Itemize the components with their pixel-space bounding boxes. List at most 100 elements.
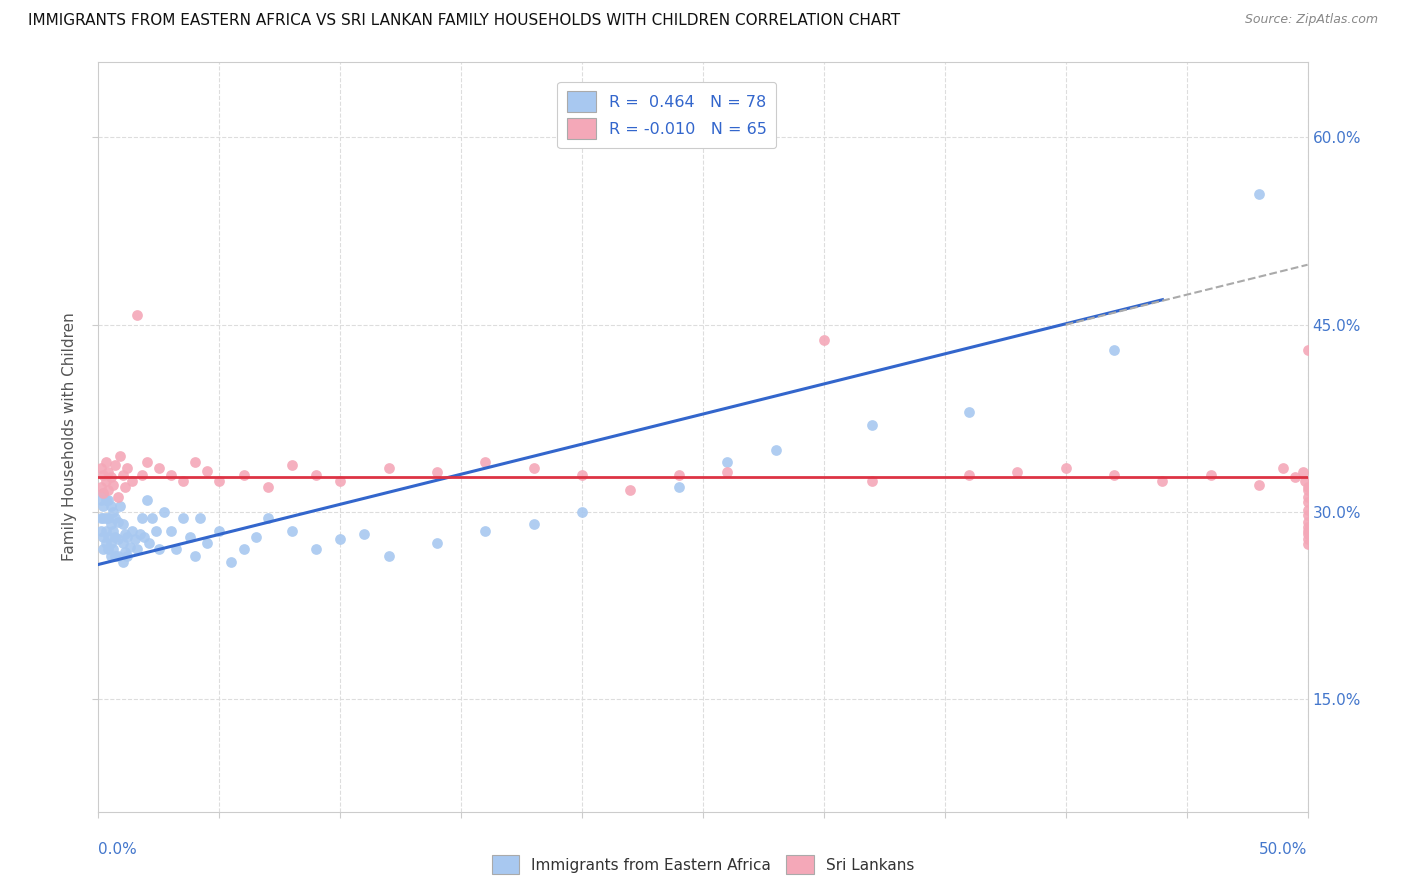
Legend: R =  0.464   N = 78, R = -0.010   N = 65: R = 0.464 N = 78, R = -0.010 N = 65 [557,82,776,148]
Point [179,530,201,544]
Point [114,480,136,494]
Point [111,467,134,482]
Point [91,486,114,500]
Point [108,499,131,513]
Point [94,455,117,469]
Point [668,467,690,482]
Point [111,555,134,569]
Legend: Immigrants from Eastern Africa, Sri Lankans: Immigrants from Eastern Africa, Sri Lank… [485,849,921,880]
Point [100,470,122,484]
Point [1294,474,1316,488]
Point [121,474,143,488]
Point [1292,465,1315,479]
Point [195,464,218,478]
Text: 0.0%: 0.0% [98,842,138,857]
Point [1296,480,1319,494]
Point [1152,474,1174,488]
Point [111,517,134,532]
Point [100,499,122,513]
Point [114,527,136,541]
Point [107,549,129,563]
Point [377,461,399,475]
Point [107,490,129,504]
Point [474,455,496,469]
Point [91,499,114,513]
Point [281,524,304,538]
Point [100,549,122,563]
Point [91,486,114,500]
Point [91,511,114,525]
Point [97,483,120,497]
Point [1296,502,1319,516]
Point [256,511,278,525]
Point [172,474,194,488]
Point [813,333,835,347]
Point [141,511,163,525]
Point [1296,483,1319,497]
Point [101,524,124,538]
Point [1199,467,1222,482]
Point [716,455,738,469]
Point [172,511,194,525]
Point [571,505,593,519]
Point [101,505,124,519]
Point [131,511,153,525]
Point [100,517,122,532]
Point [1296,515,1319,529]
Point [104,530,127,544]
Point [184,455,207,469]
Point [1296,508,1319,522]
Point [97,511,120,525]
Point [716,465,738,479]
Point [329,533,352,547]
Point [221,555,243,569]
Point [100,536,122,550]
Point [245,530,267,544]
Point [111,536,134,550]
Point [232,467,254,482]
Point [256,480,278,494]
Text: Source: ZipAtlas.com: Source: ZipAtlas.com [1244,13,1378,27]
Point [134,530,156,544]
Point [426,465,449,479]
Point [108,449,131,463]
Point [97,542,120,557]
Point [668,480,690,494]
Point [1296,537,1319,551]
Point [121,524,143,538]
Point [1284,470,1306,484]
Point [426,536,449,550]
Point [97,530,120,544]
Point [148,542,170,557]
Point [1054,461,1077,475]
Point [165,542,187,557]
Point [195,536,218,550]
Point [118,540,141,554]
Point [94,536,117,550]
Point [97,465,120,479]
Point [208,524,231,538]
Point [90,524,112,538]
Text: 50.0%: 50.0% [1260,842,1308,857]
Text: IMMIGRANTS FROM EASTERN AFRICA VS SRI LANKAN FAMILY HOUSEHOLDS WITH CHILDREN COR: IMMIGRANTS FROM EASTERN AFRICA VS SRI LA… [28,13,900,29]
Point [128,527,150,541]
Point [860,474,883,488]
Point [1296,520,1319,534]
Point [127,542,149,557]
Point [474,524,496,538]
Point [94,511,117,525]
Point [94,524,117,538]
Point [101,477,124,491]
Point [131,467,153,482]
Point [148,461,170,475]
Point [107,533,129,547]
Point [117,461,139,475]
Point [619,483,641,497]
Point [138,536,160,550]
Point [90,511,112,525]
Point [104,549,127,563]
Point [377,549,399,563]
Point [184,549,207,563]
Point [523,517,546,532]
Point [305,542,328,557]
